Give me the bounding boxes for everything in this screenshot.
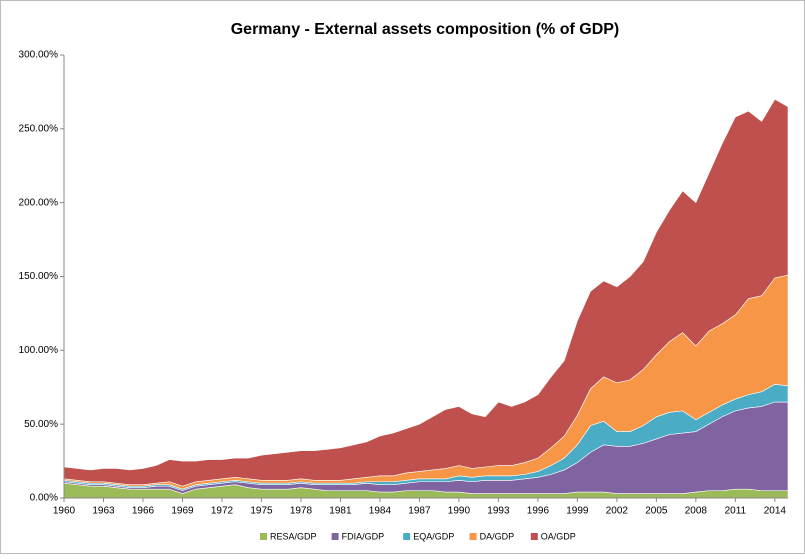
x-tick-label: 2005 [645,506,668,517]
legend-label: FDIA/GDP [342,531,385,541]
legend-swatch [403,533,411,540]
x-tick-label: 1963 [92,506,115,517]
x-tick-label: 2014 [764,506,787,517]
y-tick-label: 100.00% [19,345,59,356]
x-tick-label: 1981 [329,506,352,517]
legend-label: EQA/GDP [413,531,454,541]
x-tick-label: 2002 [606,506,629,517]
y-tick-label: 150.00% [19,271,59,282]
y-tick-label: 200.00% [19,197,59,208]
legend-label: RESA/GDP [270,531,317,541]
legend-swatch [469,533,477,540]
x-tick-label: 2011 [725,506,747,517]
x-tick-label: 1960 [53,506,76,517]
x-tick-label: 1966 [132,506,155,517]
area [63,98,789,487]
chart-title: Germany - External assets composition (%… [231,21,620,38]
x-tick-label: 1972 [211,506,234,517]
y-tick-label: 50.00% [24,419,58,430]
x-tick-label: 1990 [448,506,471,517]
legend-label: DA/GDP [480,531,515,541]
x-tick-label: 1984 [369,506,392,517]
legend-label: OA/GDP [541,531,576,541]
x-tick-label: 1978 [290,506,313,517]
legend-swatch [331,533,339,540]
x-tick-label: 1993 [487,506,510,517]
x-tick-label: 1987 [408,506,431,517]
y-tick-label: 300.00% [19,50,59,61]
x-tick-label: 1999 [566,506,589,517]
x-tick-label: 1996 [527,506,550,517]
x-tick-label: 1969 [171,506,194,517]
x-tick-label: 1975 [250,506,273,517]
legend-swatch [260,533,267,540]
y-tick-label: 250.00% [19,123,59,134]
y-tick-label: 0.00% [30,493,58,504]
x-tick-label: 2008 [685,506,708,517]
legend-swatch [530,533,538,540]
